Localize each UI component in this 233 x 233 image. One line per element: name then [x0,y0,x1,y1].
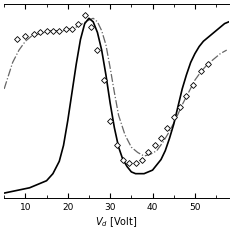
X-axis label: $V_d$ [Volt]: $V_d$ [Volt] [95,215,138,229]
